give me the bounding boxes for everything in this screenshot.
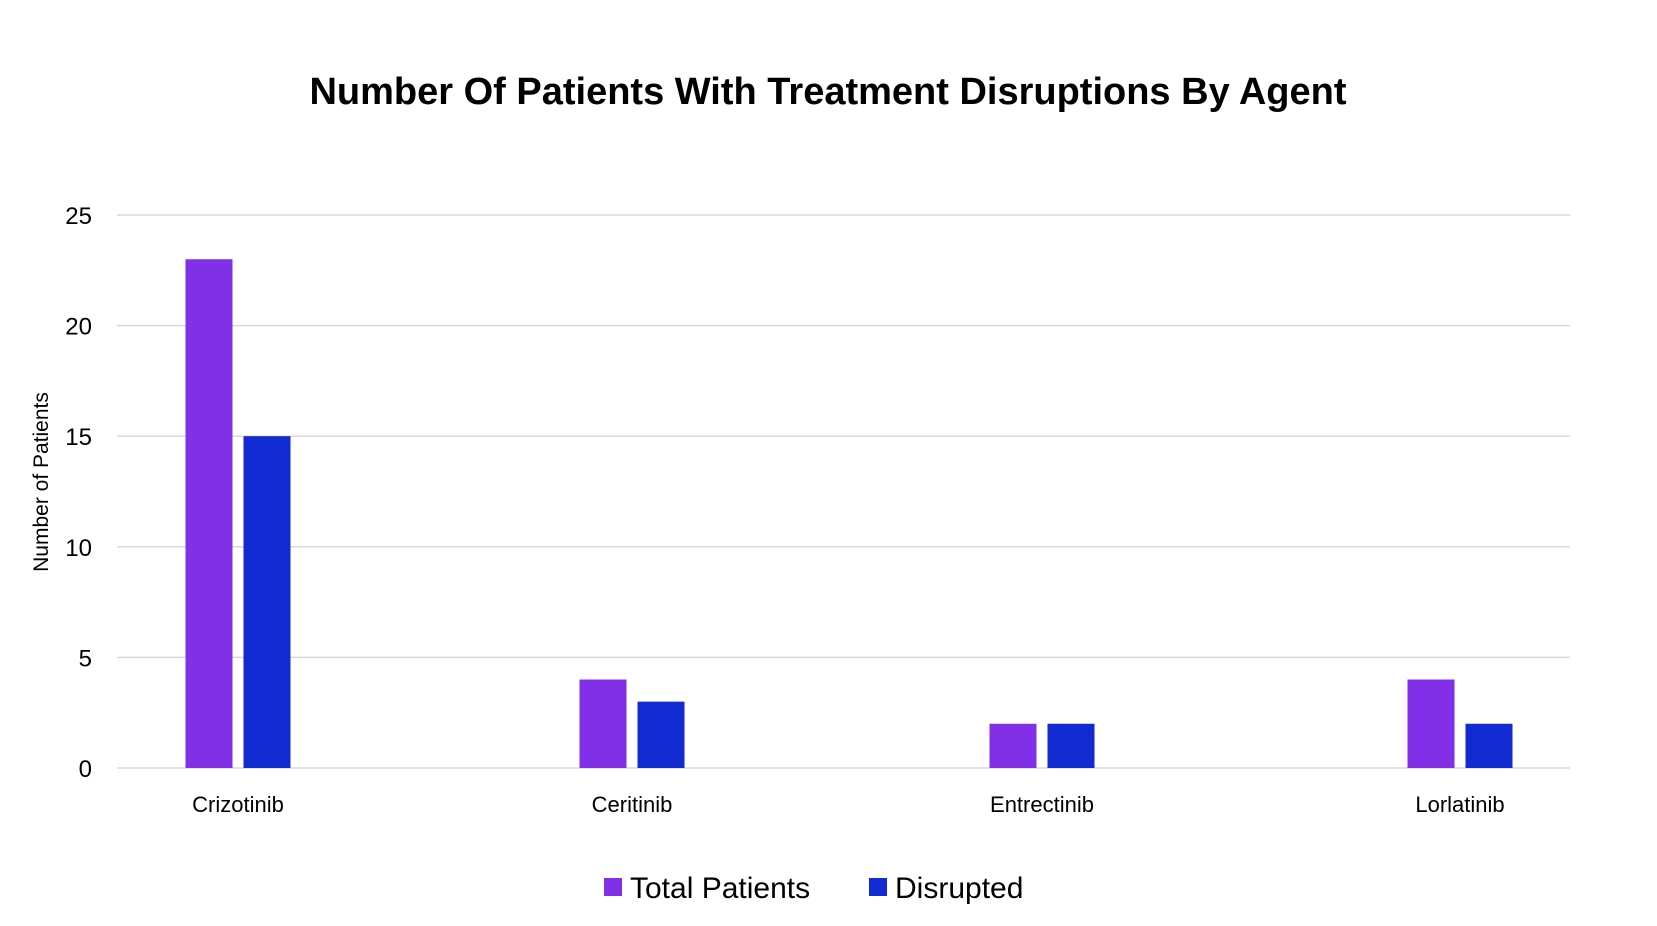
bar-total-patients-lorlatinib (1407, 679, 1455, 768)
bar-total-patients-entrectinib (989, 723, 1037, 768)
x-tick-label: Ceritinib (592, 792, 673, 817)
x-axis-ticks: Crizotinib Ceritinib Entrectinib Lorlatinib (192, 792, 1504, 817)
y-tick-label: 25 (65, 203, 92, 230)
y-axis-label: Number of Patients (30, 392, 53, 572)
bar-total-patients-crizotinib (185, 259, 233, 768)
y-tick-label: 20 (65, 314, 92, 341)
x-tick-label: Crizotinib (192, 792, 284, 817)
bar-disrupted-entrectinib (1047, 723, 1095, 768)
legend: Total Patients Disrupted (604, 872, 1023, 905)
bar-total-patients-ceritinib (579, 679, 627, 768)
legend-swatch (604, 878, 622, 896)
y-axis-ticks: 0 5 10 15 20 25 (65, 203, 92, 783)
bar-disrupted-crizotinib (243, 436, 291, 768)
x-tick-label: Entrectinib (990, 792, 1094, 817)
legend-swatch (869, 878, 887, 896)
y-tick-label: 0 (79, 756, 92, 783)
y-tick-label: 5 (79, 645, 92, 672)
bar-disrupted-lorlatinib (1465, 723, 1513, 768)
x-tick-label: Lorlatinib (1415, 792, 1504, 817)
bars (185, 259, 1513, 768)
bar-disrupted-ceritinib (637, 701, 685, 768)
y-tick-label: 10 (65, 535, 92, 562)
chart-title: Number Of Patients With Treatment Disrup… (309, 71, 1346, 113)
y-tick-label: 15 (65, 424, 92, 451)
legend-label: Disrupted (895, 872, 1023, 905)
legend-label: Total Patients (630, 872, 810, 905)
gridlines (117, 214, 1570, 769)
